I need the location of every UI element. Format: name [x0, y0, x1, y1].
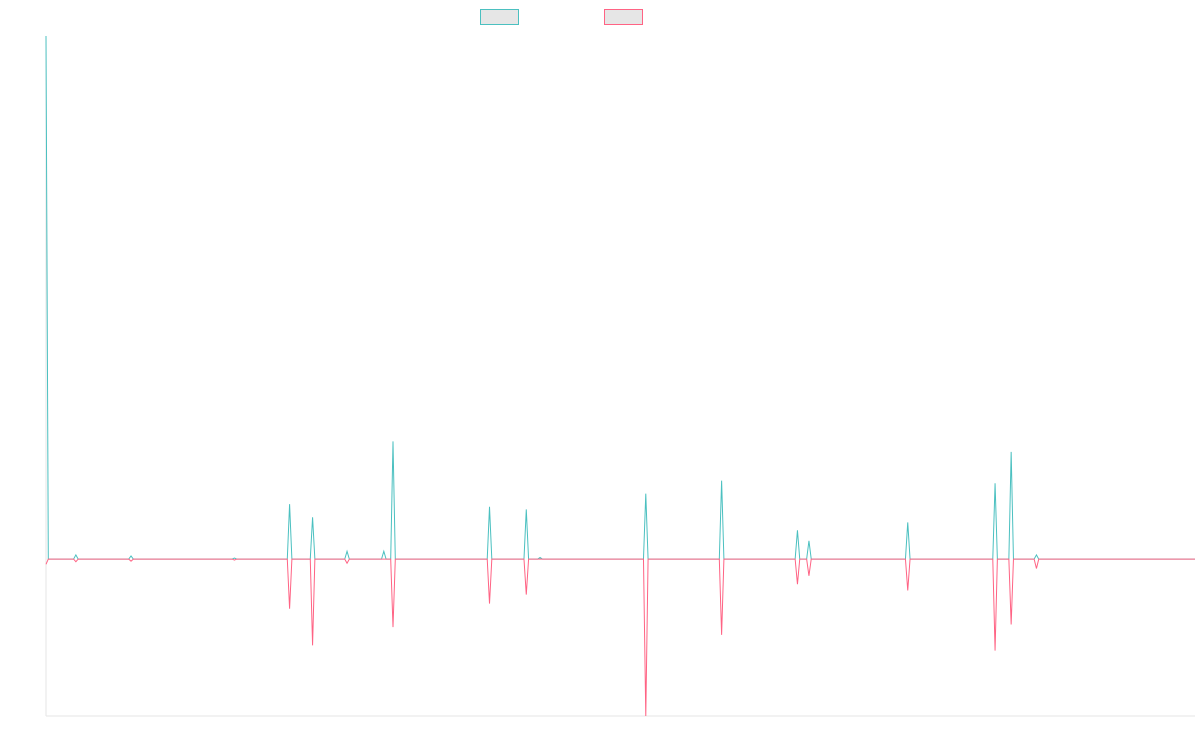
legend-swatch-series-2[interactable] [604, 9, 643, 25]
chart-series-layer [45, 35, 1195, 717]
chart-axes [45, 36, 1195, 717]
series-line-1 [45, 35, 1195, 560]
legend-swatch-series-1[interactable] [480, 9, 519, 25]
series-line-2 [45, 558, 1195, 717]
